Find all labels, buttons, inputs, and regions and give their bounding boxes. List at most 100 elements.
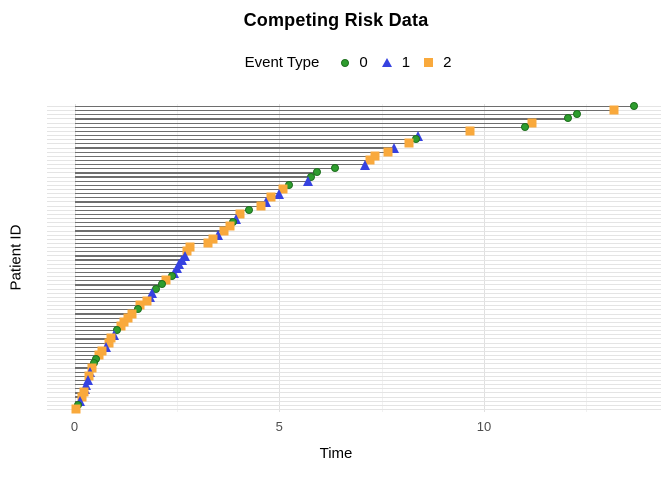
gridline-row: [47, 326, 661, 327]
followup-segment: [74, 313, 133, 315]
followup-segment: [74, 159, 371, 162]
gridline-row: [47, 218, 661, 220]
followup-segment: [74, 367, 92, 369]
gridline-row: [47, 346, 661, 348]
event-marker-square: [370, 151, 380, 161]
followup-segment: [74, 222, 234, 224]
gridline-row: [47, 276, 661, 278]
x-tick-label: 10: [476, 419, 492, 434]
followup-segment: [74, 280, 166, 282]
gridline-row: [47, 409, 661, 411]
followup-segment: [74, 251, 188, 253]
followup-segment: [74, 234, 218, 236]
gridline-row: [47, 263, 661, 265]
gridline-row: [47, 184, 661, 186]
gridline-major-vertical: [484, 104, 485, 412]
event-marker-square: [94, 350, 104, 360]
followup-segment: [74, 321, 125, 323]
followup-segment: [74, 363, 94, 365]
event-marker-square: [256, 201, 266, 211]
followup-segment: [74, 288, 156, 290]
followup-segment: [74, 226, 231, 228]
gridline-row: [47, 292, 661, 294]
gridline-minor-vertical: [381, 104, 383, 412]
followup-segment: [74, 350, 102, 352]
gridline-row: [47, 284, 661, 286]
gridline-row: [47, 404, 661, 406]
gridline-row: [47, 197, 661, 199]
followup-segment: [74, 155, 376, 157]
gridline-major-vertical: [279, 104, 281, 412]
followup-segment: [74, 276, 172, 278]
followup-segment: [74, 139, 416, 141]
event-marker-triangle: [260, 196, 271, 207]
followup-segment: [74, 267, 177, 269]
gridline-row: [47, 234, 661, 236]
event-marker-circle: [312, 168, 321, 177]
followup-segment: [74, 284, 162, 286]
followup-segment: [74, 334, 115, 336]
followup-segment: [74, 197, 272, 199]
gridline-row: [47, 222, 661, 224]
gridline-row: [47, 288, 661, 290]
event-marker-circle: [330, 164, 339, 173]
followup-segment: [74, 164, 366, 166]
event-marker-square: [116, 321, 126, 331]
gridline-row: [47, 189, 661, 191]
followup-segment: [74, 263, 180, 265]
event-marker-circle: [573, 110, 582, 119]
followup-segment: [74, 217, 236, 220]
followup-segment: [74, 371, 91, 373]
followup-segment: [74, 325, 122, 328]
legend: Event Type 0 1 2: [0, 54, 672, 71]
gridline-row: [47, 238, 661, 240]
gridline-row: [47, 371, 661, 373]
followup-segment: [74, 193, 280, 195]
event-marker-circle: [563, 114, 572, 123]
gridline-row: [47, 400, 661, 402]
event-marker-square: [404, 138, 414, 148]
event-marker-circle: [520, 122, 529, 131]
event-marker-triangle: [274, 188, 285, 199]
followup-segment: [74, 134, 419, 137]
gridline-row: [47, 230, 661, 232]
followup-segment: [74, 188, 283, 191]
gridline-row: [47, 280, 661, 282]
followup-segment: [74, 209, 250, 211]
gridline-row: [47, 392, 661, 394]
event-marker-square: [203, 238, 213, 248]
chart-title: Competing Risk Data: [243, 10, 429, 30]
gridline-row: [47, 359, 661, 361]
legend-inner: Event Type 0 1 2: [245, 54, 452, 71]
gridline-row: [47, 255, 661, 257]
followup-segment: [74, 122, 533, 124]
event-2-square-icon: [424, 58, 434, 67]
followup-segment: [74, 201, 266, 203]
followup-segment: [74, 168, 335, 170]
followup-segment: [74, 317, 129, 319]
gridline-major-vertical: [74, 104, 76, 412]
gridline-row: [47, 272, 661, 274]
plot-panel: [47, 102, 661, 414]
event-marker-square: [161, 275, 171, 285]
x-tick-label: 5: [275, 419, 283, 434]
followup-segment: [74, 151, 389, 153]
followup-segment: [74, 255, 186, 257]
event-marker-circle: [629, 102, 638, 110]
followup-segment: [74, 147, 394, 149]
followup-segment: [74, 342, 109, 344]
legend-label-2: 2: [443, 54, 452, 71]
followup-segment: [74, 346, 106, 348]
gridline-minor-vertical: [586, 104, 588, 412]
event-marker-square: [527, 118, 537, 128]
legend-title: Event Type: [244, 54, 320, 71]
event-marker-circle: [245, 205, 254, 214]
followup-segment: [74, 379, 88, 382]
followup-segment: [74, 230, 225, 232]
gridline-row: [47, 396, 661, 398]
event-marker-triangle: [388, 143, 399, 153]
followup-segment: [74, 309, 139, 311]
gridline-row: [47, 301, 661, 303]
followup-segment: [74, 296, 150, 299]
gridline-row: [47, 388, 661, 390]
